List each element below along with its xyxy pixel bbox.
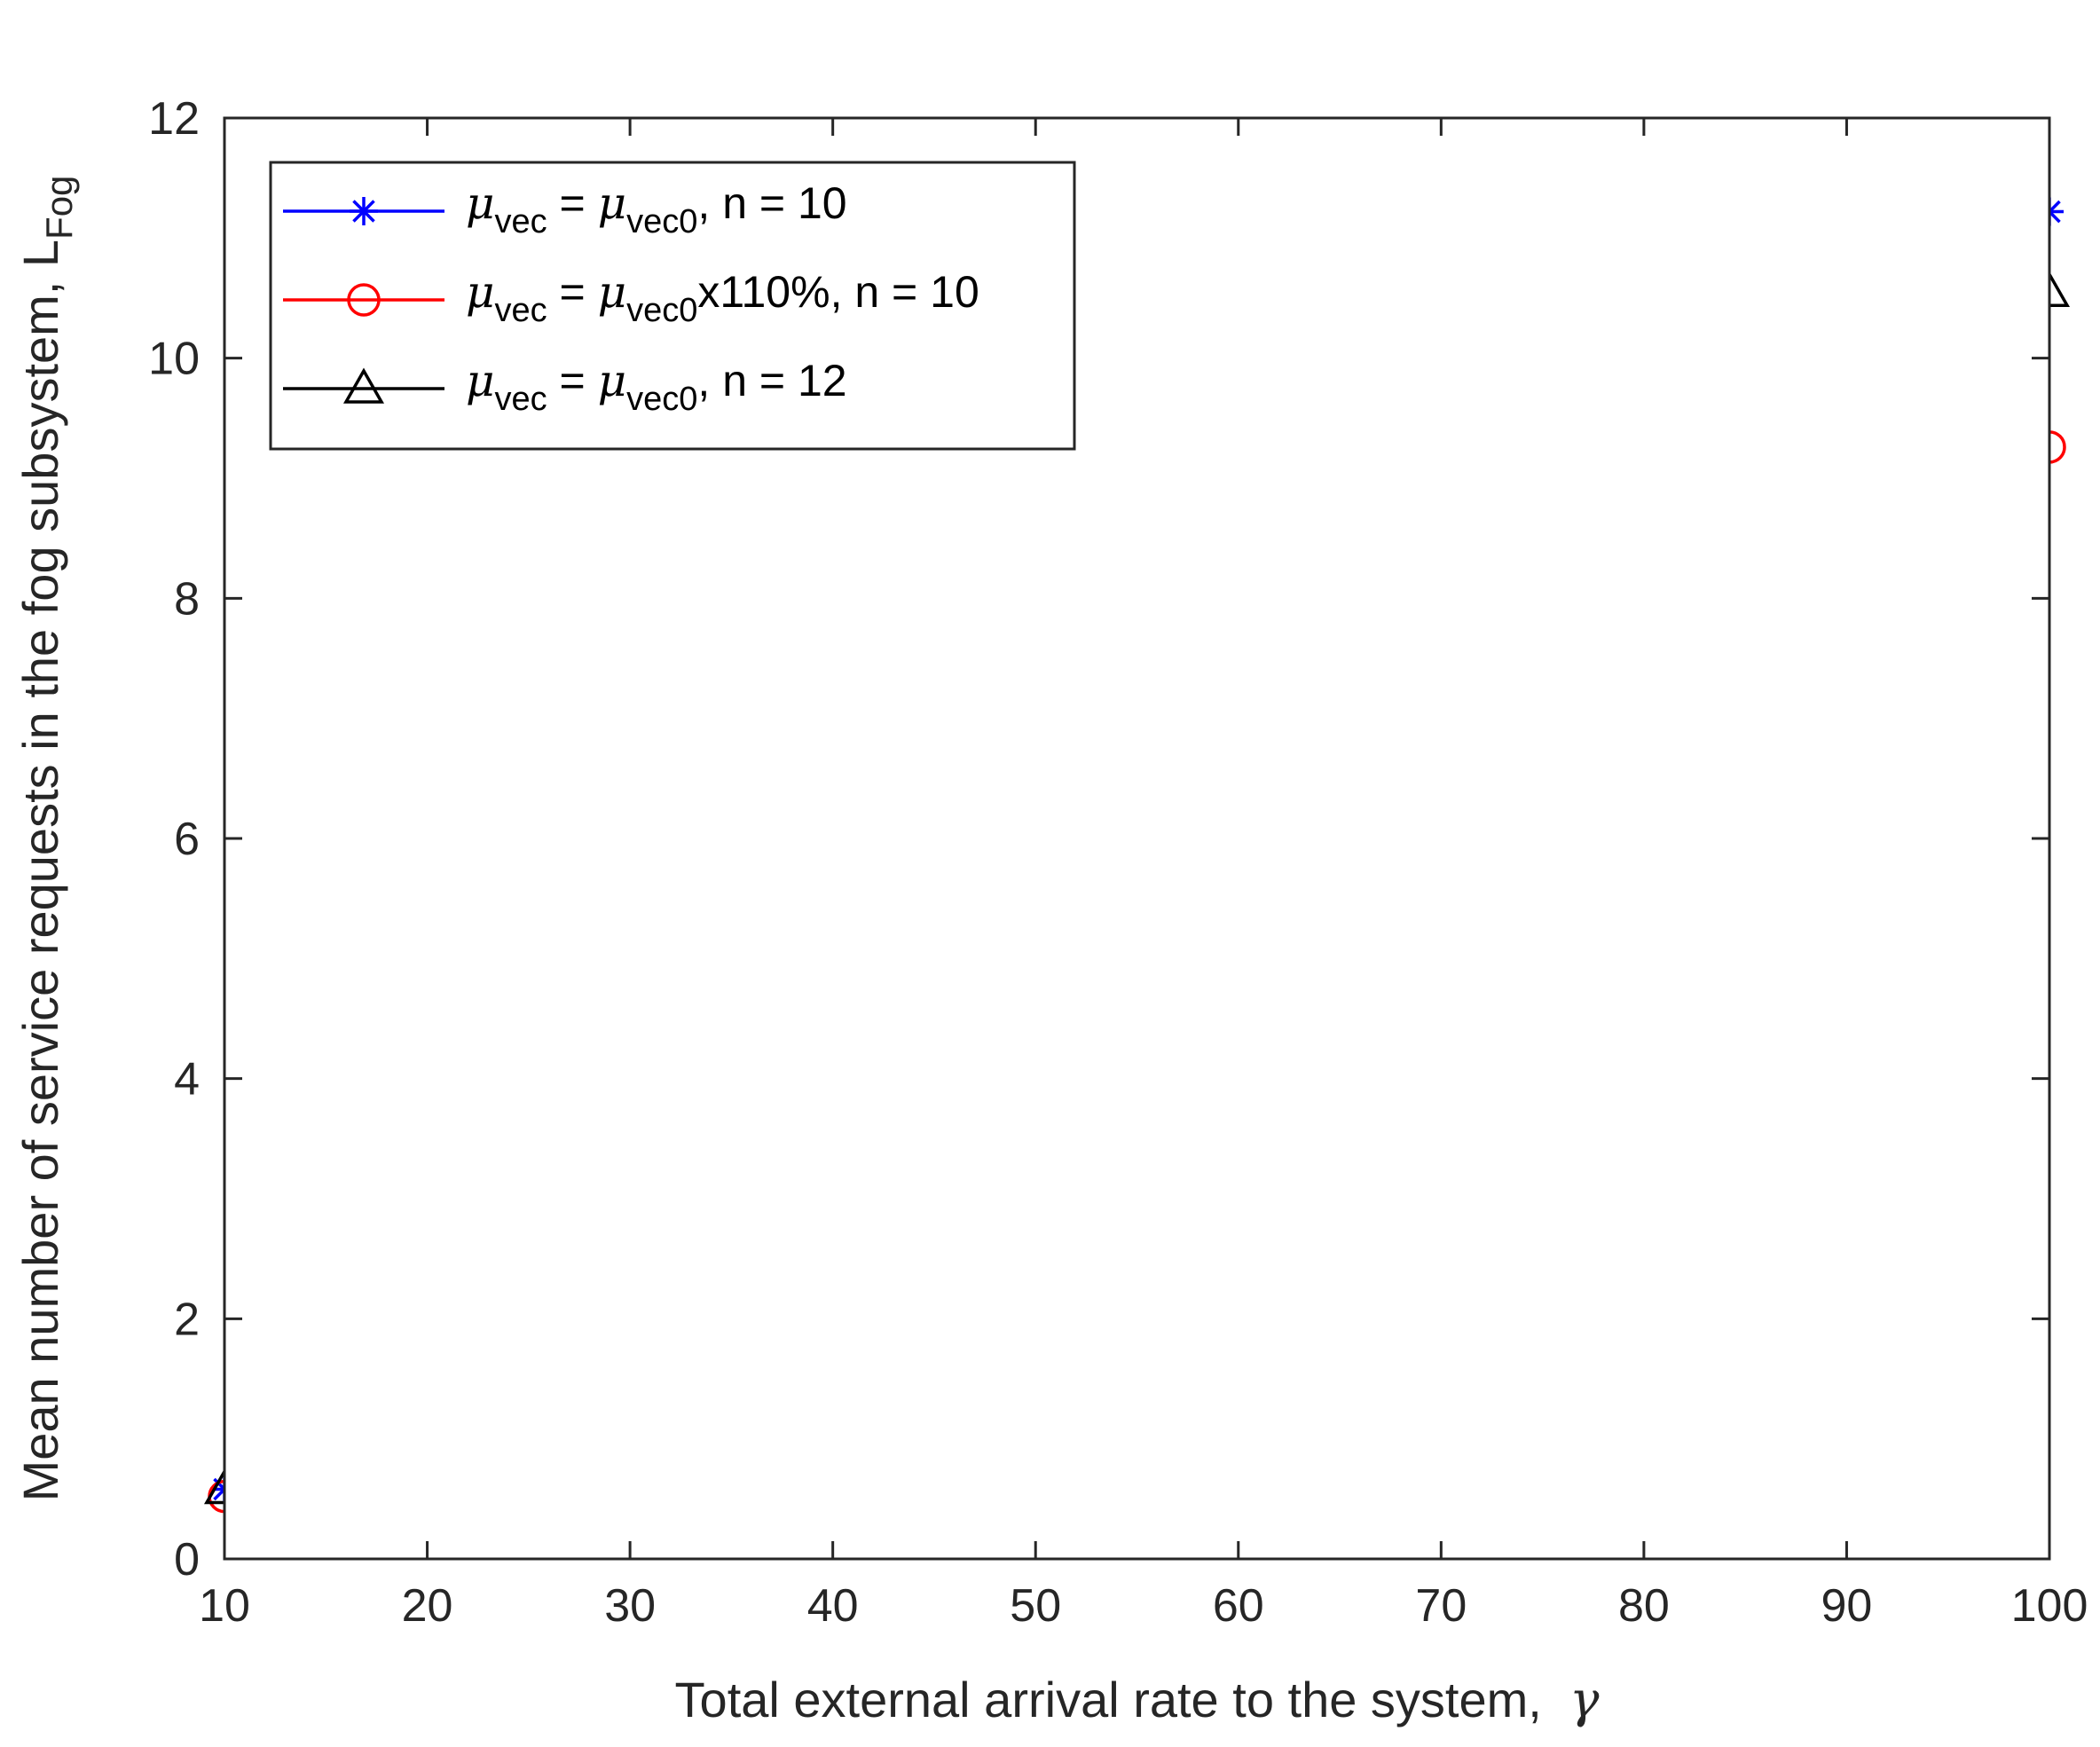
legend-text-part: μ xyxy=(466,266,495,318)
marker-stroke xyxy=(352,200,375,223)
legend-entry-3: μvec = μvec0, n = 12 xyxy=(283,355,847,418)
y-tick-label: 0 xyxy=(174,1534,200,1586)
y-tick-label: 6 xyxy=(174,814,200,865)
y-tick-label: 8 xyxy=(174,573,200,625)
x-tick-label: 10 xyxy=(199,1580,250,1632)
x-tick-label: 90 xyxy=(1821,1580,1873,1632)
legend-entry-1: μvec = μvec0, n = 10 xyxy=(283,177,847,240)
legend-marker xyxy=(342,367,385,404)
legend-marker xyxy=(347,283,381,317)
y-axis-label: Mean number of service requests in the f… xyxy=(12,176,80,1502)
y-tick-label: 12 xyxy=(148,93,200,145)
x-tick-label: 20 xyxy=(402,1580,453,1632)
y-tick-label: 2 xyxy=(174,1294,200,1345)
legend-text-part: μ xyxy=(466,177,495,229)
legend-text-part: = xyxy=(547,267,598,317)
legend-label: μvec = μvec0x110%, n = 10 xyxy=(466,266,979,329)
legend-entry-2: μvec = μvec0x110%, n = 10 xyxy=(283,266,979,329)
legend-label: μvec = μvec0, n = 12 xyxy=(466,355,847,418)
legend-text-part: μ xyxy=(598,177,627,229)
legend-label: μvec = μvec0, n = 10 xyxy=(466,177,847,240)
y-axis-label-subscript: Fog xyxy=(38,176,80,240)
y-axis-label-text: Mean number of service requests in the f… xyxy=(12,240,68,1501)
legend-subscript: vec0 xyxy=(626,292,697,329)
x-tick-label: 70 xyxy=(1415,1580,1467,1632)
legend-text-part: μ xyxy=(598,355,627,406)
legend-subscript: vec xyxy=(495,203,547,240)
x-tick-label: 100 xyxy=(2011,1580,2088,1632)
legend-text-part: μ xyxy=(466,355,495,406)
x-tick-label: 40 xyxy=(807,1580,859,1632)
legend-text-part: μ xyxy=(598,266,627,318)
x-axis-label-symbol: γ xyxy=(1569,1672,1600,1729)
x-tick-label: 80 xyxy=(1618,1580,1670,1632)
x-tick-label: 60 xyxy=(1213,1580,1264,1632)
legend-text-part: = xyxy=(547,356,598,405)
legend-subscript: vec0 xyxy=(626,381,697,418)
legend-text-part: , n = 12 xyxy=(697,356,846,405)
legend-subscript: vec0 xyxy=(626,203,697,240)
x-axis-label-text: Total external arrival rate to the syste… xyxy=(675,1672,1569,1727)
legend-subscript: vec xyxy=(495,292,547,329)
x-tick-label: 30 xyxy=(604,1580,656,1632)
legend-text-part: , n = 10 xyxy=(697,178,846,228)
legend-subscript: vec xyxy=(495,381,547,418)
y-tick-label: 10 xyxy=(148,334,200,385)
legend-text-part: x110%, n = 10 xyxy=(697,267,979,317)
x-axis-label: Total external arrival rate to the syste… xyxy=(675,1672,1600,1729)
legend-text-part: = xyxy=(547,178,598,228)
y-tick-label: 4 xyxy=(174,1054,200,1106)
legend-marker xyxy=(350,197,378,225)
x-tick-label: 50 xyxy=(1010,1580,1061,1632)
